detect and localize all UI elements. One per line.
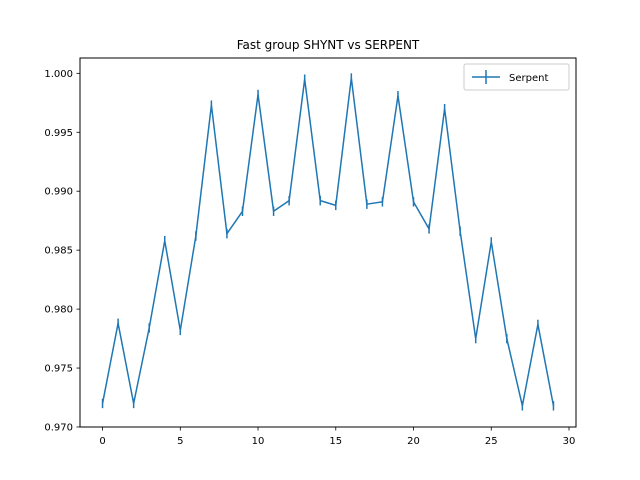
axes-frame [79,57,577,428]
y-tick-label: 0.985 [44,246,73,257]
series-layer [101,73,555,411]
y-tick-label: 0.980 [44,305,73,316]
legend-frame [463,63,570,91]
series-line-serpent [101,77,555,407]
y-tick-label: 1.000 [44,69,73,80]
x-tick-label: 25 [485,436,498,447]
y-tick-label: 0.995 [44,128,73,139]
chart-title: Fast group SHYNT vs SERPENT [237,38,420,52]
x-tick-label: 20 [407,436,420,447]
y-axis: 0.970 0.975 0.980 0.985 0.990 0.995 1.000 [44,69,80,434]
legend: Serpent [463,63,570,91]
legend-label-serpent: Serpent [509,73,548,84]
x-axis: 0 5 10 15 20 25 30 [99,427,575,447]
x-tick-label: 5 [177,436,183,447]
y-tick-label: 0.975 [44,364,73,375]
x-tick-label: 30 [563,436,576,447]
x-tick-label: 10 [252,436,265,447]
x-tick-label: 0 [99,436,105,447]
x-tick-label: 15 [329,436,342,447]
y-tick-label: 0.990 [44,187,73,198]
y-tick-label: 0.970 [44,423,73,434]
